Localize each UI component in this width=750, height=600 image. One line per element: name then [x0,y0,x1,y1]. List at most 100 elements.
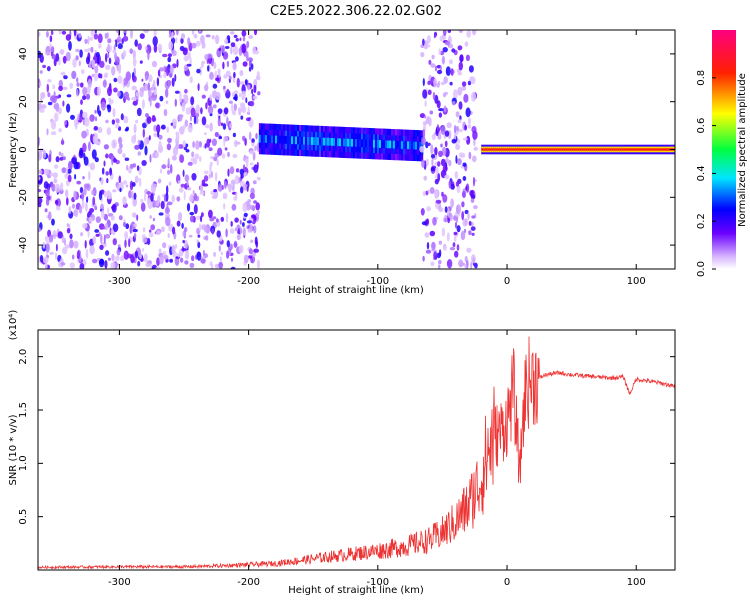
heatmap-cell [633,148,636,151]
heatmap-cell [444,130,450,137]
heatmap-cell [186,202,191,212]
heatmap-cell [225,89,231,99]
heatmap-cell [108,97,112,103]
heatmap-cell [256,176,261,181]
heatmap-cell [182,240,185,244]
heatmap-cell [204,224,206,233]
heatmap-cell [217,108,223,114]
heatmap-cell [204,143,207,149]
heatmap-cell [423,175,428,181]
heatmap-cell [149,97,152,107]
heatmap-cell [455,144,461,150]
heatmap-cell [251,63,254,70]
heatmap-cell [239,225,242,236]
heatmap-cell [222,192,228,198]
heatmap-cell [141,78,144,82]
colorbar-tick-label: 0.4 [696,165,707,181]
heatmap-cell [151,60,158,68]
heatmap-cell [186,63,192,67]
heatmap-cell [461,201,465,208]
heatmap-cell [248,118,254,128]
heatmap-cell [213,251,217,258]
heatmap-cell [189,57,192,66]
heatmap-cell [52,84,55,90]
heatmap-cell [439,65,442,71]
heatmap-cell [45,243,50,253]
heatmap-cell [206,138,211,148]
heatmap-cell [456,185,461,194]
heatmap-cell [122,180,128,185]
heatmap-cell [307,137,310,145]
heatmap-cell [79,49,83,58]
heatmap-cell [128,190,132,199]
heatmap-cell [597,148,600,151]
heatmap-cell [467,117,472,125]
heatmap-cell [201,116,207,126]
heatmap-cell [182,140,186,148]
heatmap-cell [438,207,444,213]
heatmap-cell [217,147,223,156]
heatmap-cell [82,176,85,180]
heatmap-cell [185,69,191,77]
heatmap-cell [201,212,204,218]
heatmap-cell [133,233,137,239]
heatmap-cell [94,30,97,34]
heatmap-cell [425,190,429,196]
heatmap-cell [577,148,580,151]
heatmap-cell [193,204,198,215]
heatmap-cell [463,93,469,103]
heatmap-cell [176,196,181,202]
heatmap-cell [417,141,420,150]
heatmap-cell [499,148,502,151]
heatmap-cell [155,266,161,269]
heatmap-cell [93,126,99,131]
heatmap-cell [76,180,82,185]
heatmap-cell [97,126,103,134]
heatmap-cell [38,169,43,175]
heatmap-cell [469,190,474,197]
heatmap-cell [405,141,408,149]
heatmap-cell [565,148,568,151]
heatmap-cell [54,112,59,122]
heatmap-cell [134,39,138,47]
heatmap-cell [89,36,94,41]
heatmap-cell [105,250,110,256]
heatmap-cell [347,138,350,147]
heatmap-cell [137,260,141,267]
heatmap-cell [470,226,476,232]
heatmap-cell [454,221,458,229]
heatmap-cell [172,50,177,57]
heatmap-cell [211,228,215,235]
heatmap-cell [153,30,157,37]
heatmap-cell [203,170,209,175]
heatmap-cell [45,261,48,269]
heatmap-cell [621,148,624,151]
heatmap-cell [457,119,462,124]
line-panel: -300 -200 -100 0 100 0.5 1.0 1.5 2.0 Height of … [8,310,676,596]
heatmap-cell [440,158,446,167]
heatmap-cell [142,247,144,252]
heatmap-cell [464,124,467,131]
heatmap-cell [233,196,237,201]
heatmap-cell [105,171,109,176]
heatmap-cell [254,236,258,246]
heatmap-cell [471,30,477,36]
heatmap-cell [438,112,443,118]
heatmap-cell [94,205,98,211]
heatmap-x-axis-ticks: -300 -200 -100 0 100 [108,30,646,287]
heatmap-cell [243,156,249,160]
heatmap-cell [262,135,266,143]
line-x-axis-label: Height of straight line (km) [288,585,424,596]
heatmap-cell [201,94,206,99]
heatmap-cell [122,35,129,42]
heatmap-cell [117,147,123,155]
heatmap-cell [655,148,658,151]
heatmap-cell [48,234,54,243]
heatmap-cell [142,128,145,138]
heatmap-cell [210,190,215,196]
heatmap-cell [163,71,167,79]
heatmap-cell [220,251,223,256]
heatmap-cell [123,80,127,87]
heatmap-cell [613,148,616,151]
heatmap-cell [319,137,322,146]
